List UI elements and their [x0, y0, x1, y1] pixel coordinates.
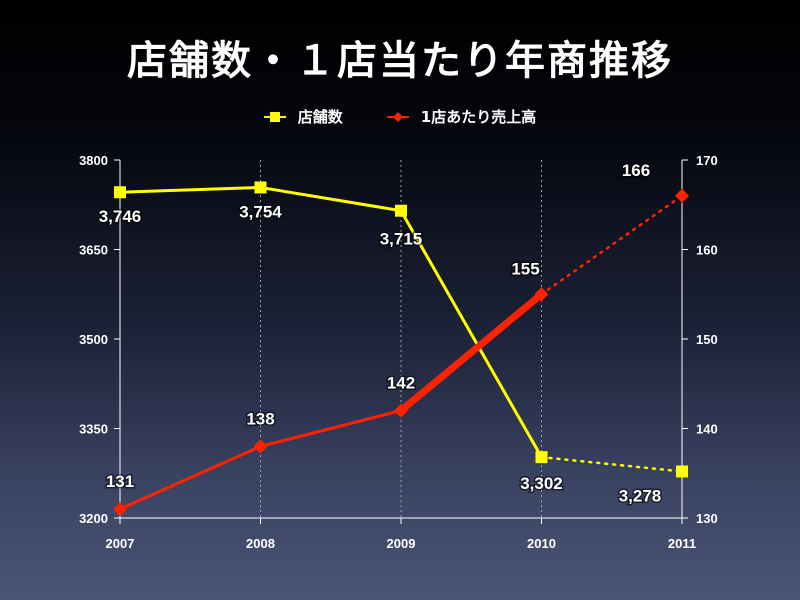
data-label-sales: 131 [106, 472, 134, 491]
series-line-stores [119, 185, 543, 458]
y-right-tick-label: 160 [696, 243, 718, 258]
data-label-sales: 166 [622, 161, 650, 180]
data-point-sales [113, 502, 127, 517]
data-point-stores [676, 465, 688, 478]
data-label-stores: 3,754 [239, 202, 282, 221]
legend-label-stores: 店舗数 [297, 108, 343, 126]
y-left-tick-label: 3650 [79, 243, 108, 258]
y-right-tick-label: 140 [696, 422, 718, 437]
legend: 店舗数 1店あたり売上高 [0, 106, 800, 127]
legend-item-sales: 1店あたり売上高 [386, 106, 537, 127]
data-point-sales [534, 287, 549, 302]
chart-title: 店舗数・１店当たり年商推移 [127, 38, 673, 84]
x-tick-label: 2011 [668, 536, 696, 551]
data-point-sales [394, 403, 408, 418]
data-point-stores [395, 204, 407, 217]
data-label-stores: 3,302 [520, 474, 563, 493]
y-right-tick-label: 170 [696, 153, 718, 168]
series-line-stores-forecast [540, 455, 684, 473]
y-left-tick-label: 3800 [79, 153, 108, 168]
data-point-stores [535, 451, 548, 464]
x-tick-label: 2009 [387, 536, 416, 551]
data-point-sales [253, 439, 268, 454]
data-label-sales: 142 [387, 374, 415, 393]
data-label-sales: 155 [511, 259, 539, 278]
data-label-stores: 3,715 [380, 230, 423, 249]
series-line-sales-forecast [540, 194, 684, 296]
legend-marker-stores [263, 111, 286, 122]
data-label-stores: 3,746 [99, 207, 142, 226]
x-tick-label: 2010 [527, 536, 556, 551]
y-right-tick-label: 150 [696, 332, 718, 347]
legend-label-sales: 1店あたり売上高 [420, 108, 537, 126]
data-point-stores [254, 181, 267, 194]
y-left-tick-label: 3350 [79, 422, 108, 437]
y-left-tick-label: 3200 [79, 511, 108, 526]
x-tick-label: 2008 [246, 536, 275, 551]
x-tick-label: 2007 [106, 536, 135, 551]
data-label-stores: 3,278 [619, 486, 662, 505]
data-label-sales: 138 [246, 409, 274, 428]
series-line-sales-bold [397, 290, 545, 415]
y-left-tick-label: 3500 [79, 332, 108, 347]
data-point-stores [114, 186, 126, 199]
legend-marker-sales [386, 111, 409, 122]
legend-item-stores: 店舗数 [263, 106, 343, 127]
y-right-tick-label: 130 [696, 511, 718, 526]
data-point-sales [675, 188, 689, 203]
